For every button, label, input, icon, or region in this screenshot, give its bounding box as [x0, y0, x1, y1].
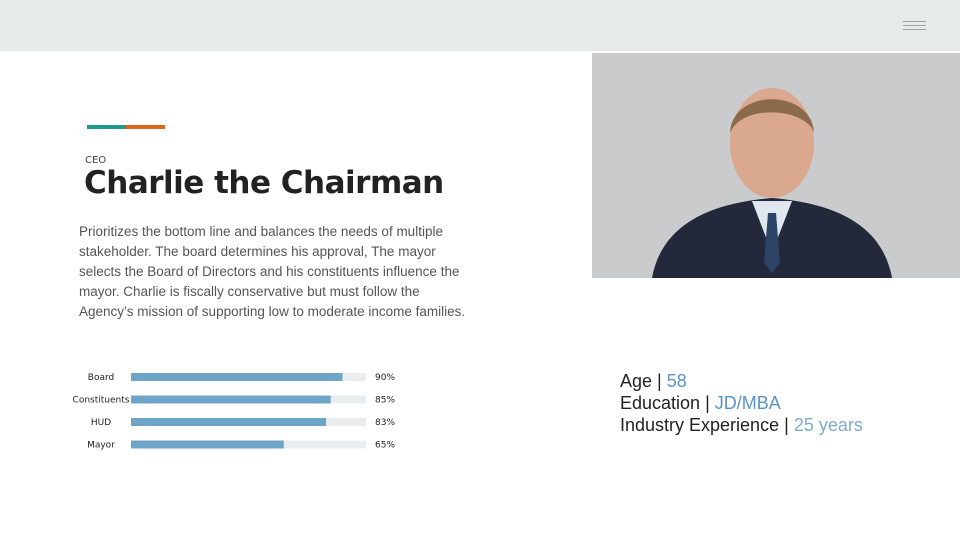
attribute-label: Age [620, 371, 653, 391]
role: CEO [85, 155, 107, 166]
separator: | [705, 393, 710, 413]
bar-chart: Board 90% Constituents 85% HUD 83% Mayor 65% [73, 373, 395, 451]
name: Charlie the Chairman [84, 165, 444, 201]
attribute-row: Age | 58 [620, 370, 863, 392]
attribute-value: JD/MBA [714, 393, 781, 413]
bar [131, 440, 284, 449]
value-label: 90% [375, 373, 395, 383]
attribute-label: Education [620, 393, 701, 413]
attributes: Age | 58 Education | JD/MBA Industry Exper… [620, 370, 863, 436]
attribute-value: 58 [666, 371, 687, 391]
attribute-value: 25 years [793, 415, 863, 435]
bar [131, 395, 331, 404]
attribute-row: Education | JD/MBA [620, 392, 863, 414]
accent-bar [87, 125, 165, 129]
value-label: 65% [375, 441, 395, 451]
top-bar [0, 0, 960, 51]
category-label: Mayor [87, 441, 115, 451]
attribute-row: Industry Experience | 25 years [620, 414, 863, 436]
category-label: Constituents [73, 396, 130, 406]
category-label: Board [88, 373, 114, 383]
menu-line[interactable] [903, 25, 926, 26]
value-label: 85% [375, 396, 395, 406]
category-label: HUD [91, 418, 111, 428]
description: Prioritizes the bottom line and balances… [79, 224, 466, 319]
separator: | [784, 415, 789, 435]
attribute-label: Industry Experience [620, 415, 780, 435]
bar [131, 373, 343, 381]
separator: | [657, 371, 662, 391]
value-label: 83% [375, 418, 395, 428]
photo [592, 53, 960, 278]
menu-line[interactable] [903, 29, 926, 30]
menu-line[interactable] [903, 21, 926, 22]
bar [131, 418, 327, 426]
